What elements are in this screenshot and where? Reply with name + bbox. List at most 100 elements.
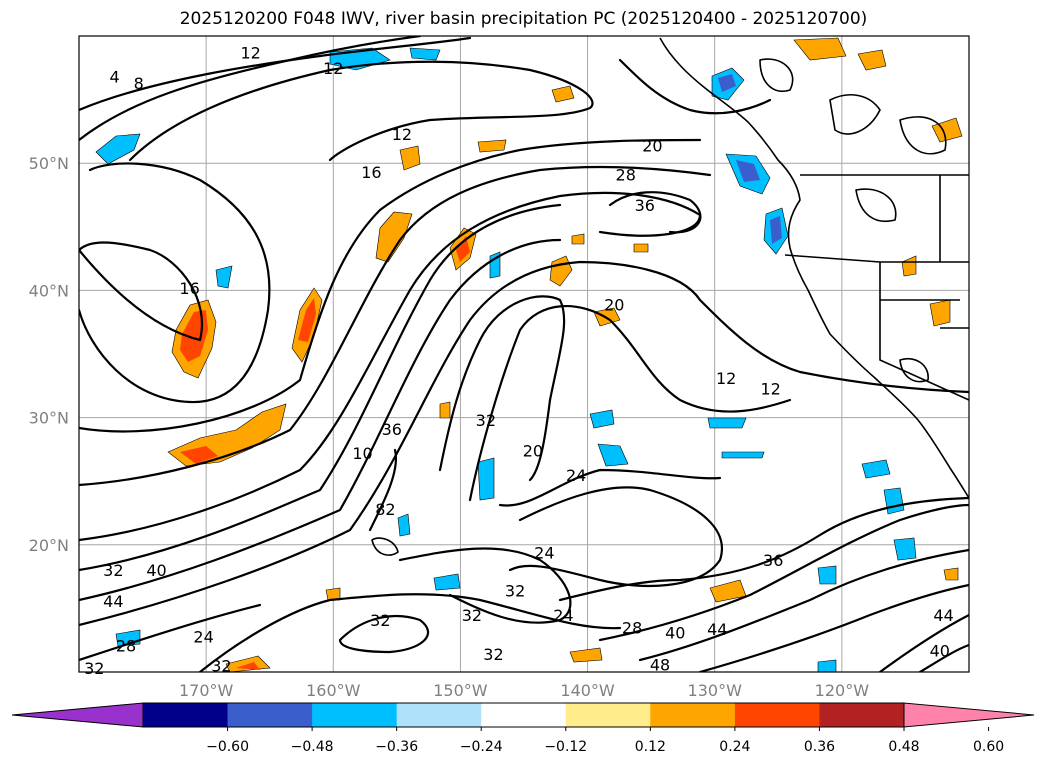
lon-tick-label: 150°W — [433, 681, 488, 700]
colorbar-segment — [819, 703, 905, 727]
contour-label: 36 — [382, 420, 402, 439]
lon-tick-label: 120°W — [815, 681, 870, 700]
contour-label: 36 — [763, 551, 783, 570]
iwv-contour — [398, 547, 572, 624]
coastline — [371, 37, 969, 556]
contour-label: 44 — [103, 592, 123, 611]
longitude-labels: 170°W 160°W 150°W 140°W 130°W 120°W — [179, 681, 869, 700]
contour-label: 82 — [375, 500, 395, 519]
colorbar-tick-label: 0.60 — [973, 739, 1004, 755]
precip-patch — [215, 265, 233, 289]
lon-tick-label: 130°W — [688, 681, 743, 700]
precip-patch — [439, 401, 451, 419]
precip-patch — [943, 567, 959, 581]
iwv-contour — [338, 615, 429, 654]
precip-patch — [893, 537, 917, 561]
plot-frame — [78, 35, 970, 673]
contour-label: 12 — [760, 379, 780, 398]
contour-label: 40 — [930, 641, 950, 660]
precip-patch — [477, 139, 507, 153]
contour-label: 24 — [193, 627, 213, 646]
iwv-contour — [79, 203, 562, 572]
colorbar-frame — [142, 702, 905, 728]
contour-label: 16 — [361, 163, 381, 182]
iwv-contours — [79, 36, 969, 672]
precip-patch — [883, 487, 905, 515]
precip-patch — [549, 255, 573, 287]
contour-labels: 12 4 8 12 12 16 20 28 36 16 20 12 12 36 10 32 20 24 82 24 32… — [84, 44, 954, 679]
precip-patch — [551, 85, 575, 103]
precip-patch — [736, 160, 760, 182]
iwv-contour — [79, 138, 702, 433]
colorbar-segment — [734, 703, 820, 727]
contour-label: 44 — [933, 606, 953, 625]
island-outline — [899, 116, 947, 155]
contour-label: 10 — [352, 444, 372, 463]
precip-patch — [95, 133, 141, 165]
precip-patch — [477, 457, 495, 501]
precip-patch — [597, 443, 629, 467]
contour-label: 28 — [616, 166, 636, 185]
iwv-contour — [79, 162, 271, 404]
iwv-contour — [79, 241, 203, 342]
contour-label: 32 — [370, 611, 390, 630]
precip-patch — [569, 647, 603, 663]
precip-patch — [770, 216, 782, 244]
island-outline — [899, 358, 929, 383]
colorbar-tick-label: −0.24 — [460, 739, 503, 755]
contour-label: 20 — [523, 442, 543, 461]
precip-patch — [817, 659, 837, 672]
north-america-coast — [659, 37, 969, 499]
precip-patch — [236, 662, 260, 670]
precip-patch — [707, 417, 747, 429]
precip-patch — [861, 459, 891, 479]
contour-label: 28 — [116, 636, 136, 655]
precip-patch — [718, 74, 736, 92]
contour-label: 40 — [665, 624, 685, 643]
iwv-contour — [618, 58, 772, 115]
colorbar-segment — [565, 703, 651, 727]
contour-label: 32 — [476, 411, 496, 430]
colorbar-segment — [312, 703, 398, 727]
iwv-contour — [558, 496, 969, 602]
lon-tick-label: 170°W — [179, 681, 234, 700]
colorbar: −0.60 −0.48 −0.36 −0.24 −0.12 0.12 0.24 0.36 0.4… — [11, 702, 1035, 755]
latitude-labels: 50°N 40°N 30°N 20°N — [29, 154, 69, 555]
precip-patch — [721, 451, 765, 459]
contour-label: 32 — [505, 582, 525, 601]
precip-patch — [375, 211, 413, 263]
contour-label: 32 — [103, 561, 123, 580]
iwv-contour — [79, 260, 969, 627]
precip-patch — [589, 409, 615, 429]
precip-patch — [397, 513, 411, 537]
island-outline — [759, 58, 794, 92]
contour-label: 8 — [134, 74, 144, 93]
iwv-contour — [918, 643, 969, 672]
contour-label: 44 — [707, 620, 727, 639]
contour-label: 32 — [211, 657, 231, 676]
iwv-contour — [498, 468, 722, 507]
figure-title: 2025120200 F048 IWV, river basin precipi… — [179, 9, 868, 29]
contour-label: 28 — [622, 618, 642, 637]
precip-patch — [571, 233, 585, 245]
precip-patch — [857, 49, 887, 71]
precip-patch — [409, 47, 441, 61]
precip-patch — [433, 573, 461, 591]
lon-tick-label: 140°W — [560, 681, 615, 700]
state-border — [879, 300, 969, 401]
contour-label: 24 — [553, 606, 573, 625]
contour-label: 32 — [84, 659, 104, 678]
lon-tick-label: 160°W — [306, 681, 361, 700]
iwv-contour — [368, 448, 398, 532]
contour-label: 24 — [566, 466, 586, 485]
contour-label: 12 — [392, 125, 412, 144]
precip-patch — [298, 298, 316, 342]
iwv-contour — [468, 304, 792, 502]
iwv-contour — [878, 613, 969, 672]
lat-tick-label: 50°N — [29, 154, 69, 173]
island-outline — [371, 537, 399, 556]
colorbar-extend-right — [903, 702, 1035, 728]
colorbar-tick-label: −0.36 — [375, 739, 418, 755]
precip-patch — [489, 251, 501, 279]
precip-patch — [929, 299, 951, 327]
